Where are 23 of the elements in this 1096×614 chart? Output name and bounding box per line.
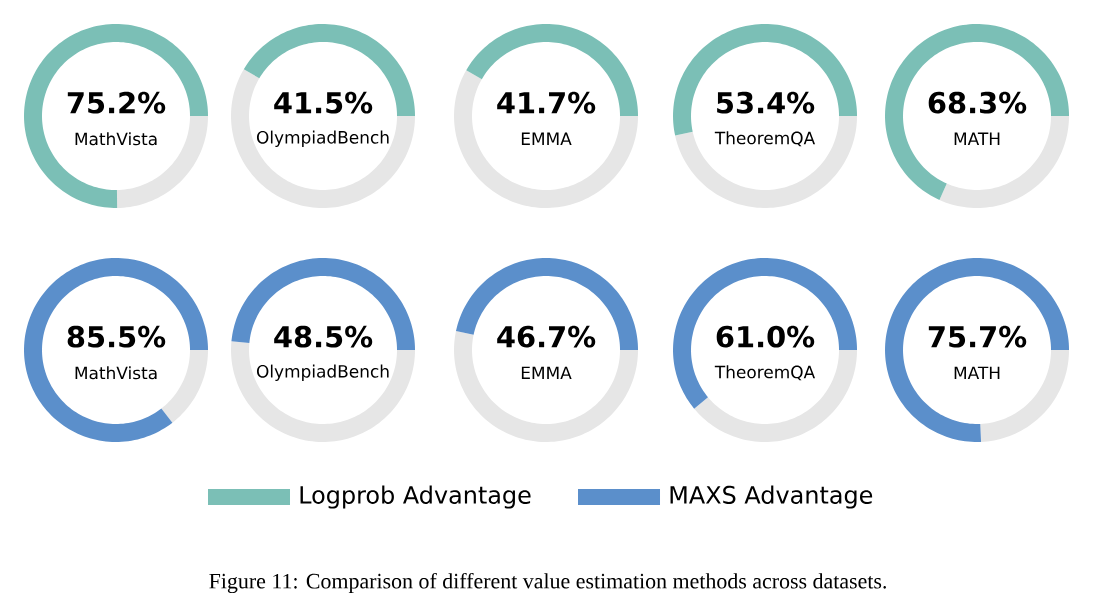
data-label: 61.0% — [716, 325, 815, 348]
text: MATH — [954, 132, 1000, 145]
text: MATH — [954, 366, 1000, 379]
text: TheoremQA — [714, 365, 816, 381]
data-label: 41.5% — [274, 91, 373, 114]
data-label: 75.7% — [928, 325, 1027, 348]
data-label: 75.2% — [67, 91, 166, 114]
data-label: 85.5% — [67, 325, 166, 348]
data-label: 41.7% — [497, 91, 596, 114]
data-label: 46.7% — [497, 325, 596, 348]
text: EMMA — [521, 132, 572, 145]
text: EMMA — [521, 366, 572, 379]
text: OlympiadBench — [256, 130, 389, 147]
text: TheoremQA — [714, 131, 816, 147]
text: MathVista — [75, 132, 157, 146]
legend-label: Logprob Advantage — [300, 485, 531, 509]
data-label: 53.4% — [717, 91, 815, 114]
text: MathVista — [75, 366, 157, 380]
legend-label: MAXS Advantage — [670, 485, 873, 509]
data-label: 68.3% — [928, 91, 1027, 114]
text: OlympiadBench — [256, 364, 389, 381]
caption: Figure 11: Comparison of different value estimation methods across datasets. — [209, 572, 886, 594]
data-label: 48.5% — [274, 325, 373, 348]
